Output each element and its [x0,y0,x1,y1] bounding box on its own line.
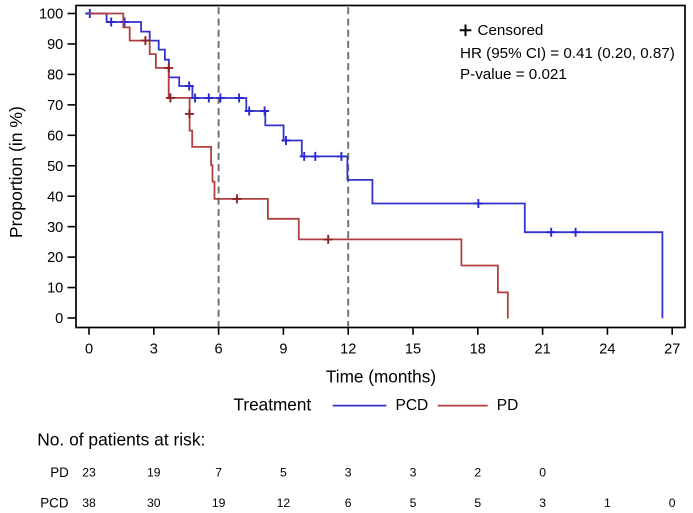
svg-text:70: 70 [47,98,63,114]
svg-text:PCD: PCD [40,495,69,510]
svg-text:6: 6 [215,341,223,357]
svg-text:5: 5 [280,466,287,480]
svg-text:30: 30 [147,496,161,510]
svg-text:19: 19 [147,466,161,480]
svg-text:PD: PD [50,465,69,480]
svg-text:6: 6 [345,496,352,510]
svg-text:100: 100 [39,7,63,23]
svg-text:Treatment: Treatment [234,394,312,414]
svg-text:18: 18 [470,341,486,357]
svg-text:0: 0 [539,466,546,480]
svg-text:15: 15 [405,341,421,357]
svg-text:0: 0 [85,341,93,357]
svg-text:40: 40 [47,189,63,205]
svg-text:90: 90 [47,37,63,53]
svg-text:No. of patients at risk:: No. of patients at risk: [37,429,205,449]
svg-text:1: 1 [604,496,611,510]
svg-text:2: 2 [474,466,481,480]
svg-text:Censored: Censored [478,22,544,39]
svg-text:Proportion (in %): Proportion (in %) [6,106,26,238]
svg-text:12: 12 [277,496,291,510]
svg-text:24: 24 [599,341,615,357]
svg-text:HR (95% CI) = 0.41 (0.20, 0.87: HR (95% CI) = 0.41 (0.20, 0.87) [460,45,675,62]
svg-text:5: 5 [474,496,481,510]
svg-text:3: 3 [345,466,352,480]
svg-text:0: 0 [669,496,676,510]
svg-text:3: 3 [539,496,546,510]
svg-text:50: 50 [47,159,63,175]
svg-text:Time (months): Time (months) [326,367,436,387]
svg-text:80: 80 [47,68,63,84]
svg-text:10: 10 [47,281,63,297]
svg-text:0: 0 [55,311,63,327]
svg-text:3: 3 [410,466,417,480]
svg-text:20: 20 [47,250,63,266]
svg-text:19: 19 [212,496,226,510]
svg-text:9: 9 [279,341,287,357]
svg-text:7: 7 [215,466,222,480]
svg-text:P-value = 0.021: P-value = 0.021 [460,66,567,83]
svg-text:5: 5 [410,496,417,510]
svg-text:21: 21 [534,341,550,357]
svg-text:PCD: PCD [396,397,429,414]
svg-text:30: 30 [47,220,63,236]
svg-text:12: 12 [340,341,356,357]
svg-text:38: 38 [82,496,96,510]
svg-text:23: 23 [82,466,96,480]
svg-text:60: 60 [47,128,63,144]
svg-text:27: 27 [664,341,680,357]
svg-text:PD: PD [497,397,519,414]
svg-text:3: 3 [150,341,158,357]
